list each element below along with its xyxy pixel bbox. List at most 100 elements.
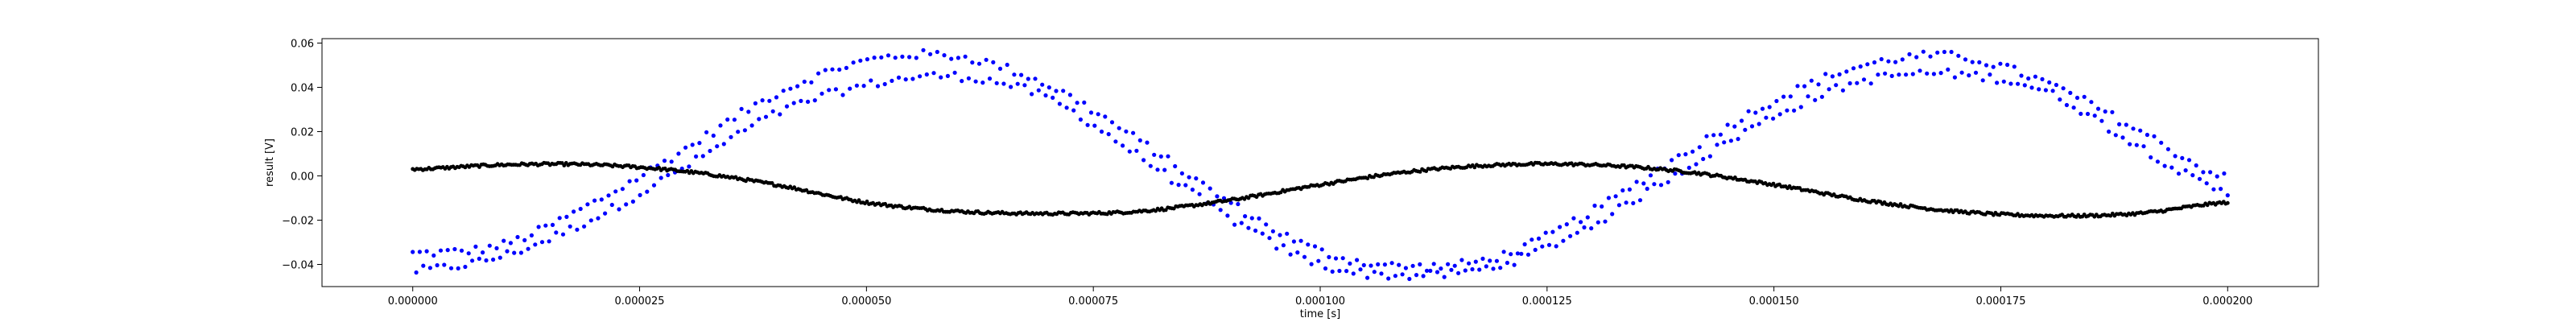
- blue-data-point: [1795, 84, 1800, 89]
- blue-data-point: [784, 104, 790, 109]
- black-data-point: [1898, 202, 1903, 206]
- blue-data-point: [1543, 230, 1548, 235]
- blue-data-point: [662, 159, 667, 163]
- blue-data-point: [1749, 124, 1755, 129]
- blue-data-point: [1949, 49, 1954, 55]
- blue-data-point: [1624, 200, 1629, 205]
- blue-data-point: [928, 52, 933, 56]
- blue-data-point: [1781, 94, 1786, 99]
- blue-data-point: [1606, 196, 1611, 200]
- blue-data-point: [1134, 148, 1139, 153]
- blue-data-point: [1868, 81, 1873, 86]
- blue-data-point: [442, 262, 447, 267]
- blue-data-point: [2082, 94, 2087, 99]
- blue-data-point: [2095, 106, 2101, 111]
- x-axis-ticks: 0.000000 0.000025 0.000050 0.000075 0.000100…: [388, 287, 2252, 308]
- blue-data-point: [1931, 72, 1936, 76]
- blue-data-point: [1054, 89, 1059, 93]
- blue-data-point: [812, 98, 817, 103]
- blue-data-point: [1967, 73, 1971, 78]
- blue-data-point: [1340, 256, 1345, 261]
- blue-data-point: [1711, 133, 1716, 138]
- black-data-point: [865, 199, 869, 204]
- blue-data-point: [1893, 60, 1898, 64]
- blue-data-point: [830, 67, 835, 72]
- blue-data-point: [1984, 63, 1989, 68]
- blue-data-point: [2099, 118, 2104, 123]
- blue-data-point: [1187, 175, 1191, 180]
- blue-data-point: [1424, 268, 1430, 273]
- blue-data-point: [819, 91, 824, 96]
- blue-data-point: [816, 71, 821, 76]
- blue-data-point: [411, 250, 415, 254]
- blue-data-point: [459, 248, 464, 253]
- blue-data-point: [1686, 165, 1691, 170]
- blue-data-point: [599, 197, 604, 202]
- blue-data-point: [960, 79, 964, 84]
- blue-data-point: [1327, 254, 1331, 259]
- blue-data-point: [1459, 258, 1464, 262]
- blue-data-point: [1169, 180, 1174, 185]
- blue-data-point: [484, 258, 489, 263]
- blue-data-point: [1456, 270, 1461, 275]
- blue-data-point: [1792, 108, 1797, 113]
- blue-data-point: [683, 145, 688, 150]
- blue-data-point: [1767, 105, 1772, 109]
- blue-data-point: [1194, 176, 1199, 181]
- blue-data-point: [690, 142, 695, 147]
- blue-data-point: [1736, 137, 1740, 142]
- blue-data-point: [879, 55, 884, 60]
- blue-data-point: [1127, 149, 1132, 154]
- blue-data-point: [1109, 120, 1115, 125]
- blue-data-point: [1249, 216, 1254, 221]
- blue-data-point: [924, 72, 929, 77]
- blue-data-point: [1414, 273, 1419, 278]
- blue-data-point: [2186, 158, 2192, 163]
- blue-data-point: [1865, 62, 1870, 67]
- blue-data-point: [1886, 59, 1891, 64]
- blue-data-point: [2180, 155, 2185, 160]
- blue-data-point: [1530, 237, 1534, 242]
- blue-data-point: [1921, 49, 1926, 54]
- x-tick-label: 0.000125: [1522, 295, 1572, 308]
- blue-data-point: [1515, 251, 1520, 256]
- blue-data-point: [952, 70, 957, 75]
- blue-data-point: [1085, 122, 1090, 127]
- blue-data-point: [456, 266, 460, 270]
- blue-data-point: [1819, 94, 1824, 99]
- blue-data-point: [2019, 73, 2024, 78]
- blue-data-point: [1722, 140, 1727, 145]
- blue-data-point: [1540, 244, 1545, 249]
- blue-data-point: [1306, 242, 1311, 247]
- blue-data-point: [658, 175, 663, 180]
- blue-data-point: [2026, 76, 2031, 81]
- blue-data-point: [473, 244, 478, 249]
- blue-data-point: [1145, 140, 1150, 145]
- blue-data-point: [1005, 62, 1009, 68]
- blue-data-point: [2173, 154, 2178, 159]
- blue-data-point: [1046, 85, 1051, 90]
- blue-data-point: [1218, 208, 1223, 213]
- blue-data-point: [1959, 70, 1964, 75]
- x-tick-label: 0.000100: [1295, 295, 1345, 308]
- blue-data-point: [1162, 167, 1167, 172]
- blue-data-point: [2219, 187, 2223, 192]
- blue-data-point: [1473, 259, 1478, 264]
- blue-data-point: [414, 270, 419, 275]
- blue-data-point: [421, 263, 426, 268]
- blue-data-point: [1925, 71, 1930, 76]
- blue-data-point: [1278, 233, 1282, 237]
- blue-data-point: [1620, 188, 1625, 193]
- blue-data-point: [1977, 60, 1982, 64]
- blue-data-point: [806, 99, 811, 104]
- blue-data-point: [1673, 171, 1678, 176]
- blue-data-point: [2201, 170, 2206, 175]
- blue-data-point: [2141, 144, 2146, 149]
- blue-data-point: [585, 202, 590, 207]
- blue-data-point: [1798, 105, 1803, 109]
- blue-data-point: [945, 73, 950, 78]
- blue-data-point: [2079, 111, 2083, 116]
- blue-data-point: [753, 101, 758, 105]
- blue-data-point: [749, 123, 754, 128]
- blue-data-point: [1099, 129, 1104, 134]
